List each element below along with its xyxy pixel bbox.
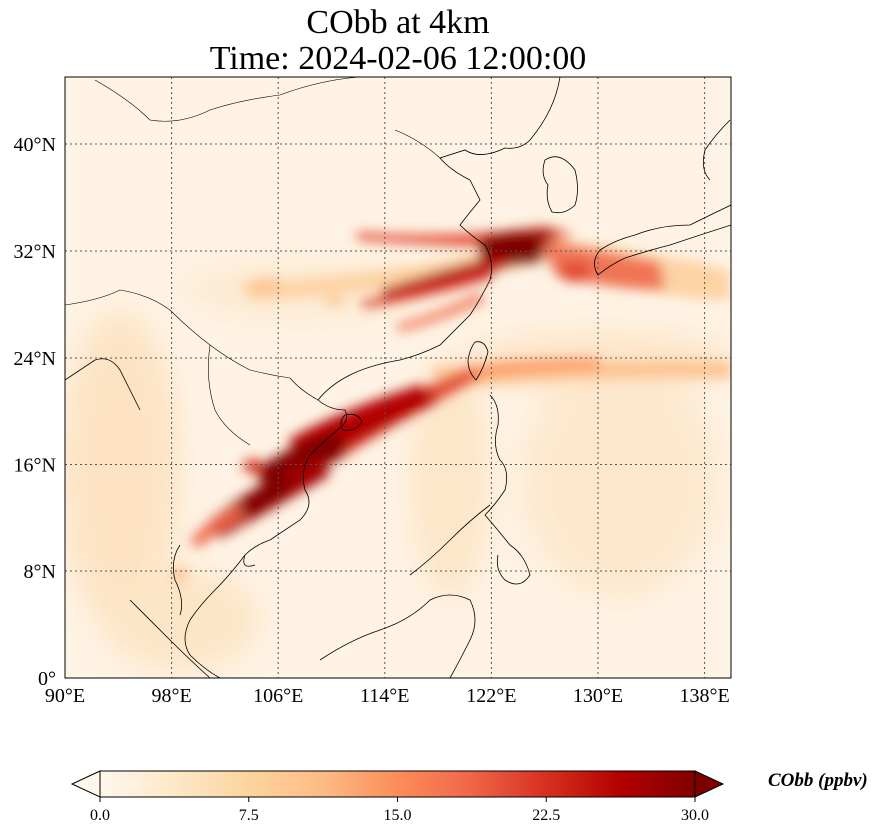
x-axis: 90°E 98°E 106°E 114°E 122°E 130°E 138°E bbox=[45, 685, 730, 707]
colorbar-tick-label: 22.5 bbox=[532, 807, 560, 824]
y-tick-label: 40°N bbox=[14, 134, 56, 156]
map-time-subtitle: Time: 2024-02-06 12:00:00 bbox=[209, 40, 587, 77]
y-tick-label: 16°N bbox=[14, 455, 56, 477]
map-title: CObb at 4km bbox=[306, 4, 490, 41]
colorbar-min-extend bbox=[70, 770, 101, 798]
x-tick-label: 138°E bbox=[679, 685, 729, 707]
map-frame bbox=[64, 76, 732, 679]
y-tick-label: 0° bbox=[38, 668, 56, 690]
y-axis: 0° 8°N 16°N 24°N 32°N 40°N bbox=[14, 134, 56, 690]
colorbar-gradient bbox=[99, 770, 696, 798]
colorbar-tick-label: 0.0 bbox=[90, 807, 110, 824]
x-tick-label: 98°E bbox=[151, 685, 191, 707]
x-tick-label: 106°E bbox=[253, 685, 303, 707]
colorbar-tick-label: 30.0 bbox=[681, 807, 709, 824]
colorbar: 0.0 7.5 15.0 22.5 30.0 bbox=[70, 770, 725, 824]
concentration-field bbox=[65, 77, 731, 678]
colorbar-tick-label: 15.0 bbox=[384, 807, 412, 824]
x-tick-label: 130°E bbox=[573, 685, 623, 707]
colorbar-max-extend bbox=[694, 770, 725, 798]
y-tick-label: 32°N bbox=[14, 241, 56, 263]
colorbar-tick-label: 7.5 bbox=[239, 807, 259, 824]
colorbar-label: CObb (ppbv) bbox=[768, 770, 868, 791]
gridlines bbox=[65, 77, 731, 678]
x-tick-label: 90°E bbox=[45, 685, 85, 707]
y-tick-label: 8°N bbox=[24, 561, 56, 583]
x-tick-label: 114°E bbox=[360, 685, 409, 707]
coastlines bbox=[65, 77, 731, 678]
y-tick-label: 24°N bbox=[14, 348, 56, 370]
x-tick-label: 122°E bbox=[466, 685, 516, 707]
